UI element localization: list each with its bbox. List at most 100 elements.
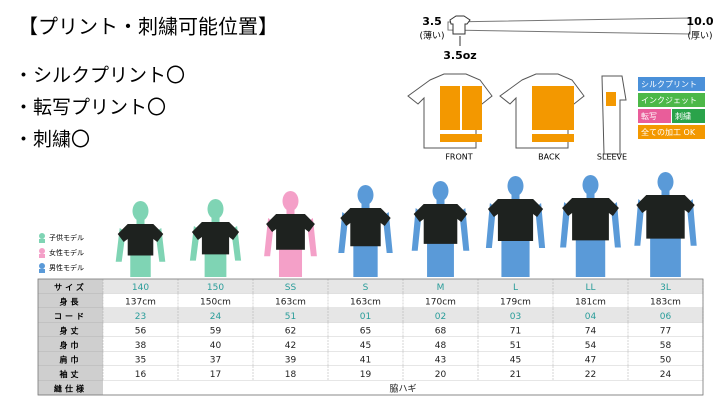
row-label: コード [54,312,87,321]
model-neck [661,190,670,196]
cell: 22 [585,370,596,380]
label-cell [38,279,103,294]
model-legs [575,238,606,277]
cell: 17 [210,370,221,380]
cell: 150cm [200,297,231,307]
cell: 16 [135,370,147,380]
cell: 20 [435,370,447,380]
cell: 140 [132,283,149,293]
legend-label: 刺繍 [675,111,691,121]
legend-box [638,125,705,139]
max-value: 10.0 [686,15,713,28]
cell: 02 [435,312,446,322]
model-head [132,201,149,221]
legend-icon [39,254,45,258]
legend-box [672,109,705,123]
legend-box [638,77,705,91]
title: 【プリント・刺繍可能位置】 [18,15,278,39]
model-head [357,185,374,205]
cell: 163cm [350,297,381,307]
cell: 03 [510,312,521,322]
model-legs [427,241,454,277]
cell: SS [285,283,297,293]
cell: 37 [210,355,221,365]
view-label: BACK [538,153,560,162]
cell: 脇ハギ [389,383,416,394]
row-bg [38,279,703,294]
cell: 170cm [425,297,456,307]
print-method: ・シルクプリント〇 [14,65,185,87]
legend-label: 子供モデル [49,233,84,242]
row-bg [38,293,703,308]
model-head [657,172,674,192]
print-method: ・刺繍〇 [14,129,90,151]
model-legs [501,239,530,277]
label-cell [38,337,103,352]
cell: 58 [660,341,672,351]
cell: 43 [435,355,446,365]
cell: 181cm [575,297,606,307]
model-shirt [340,208,391,247]
legend-box [638,93,705,107]
shirt-diagrams [407,73,627,155]
cell: 77 [660,326,671,336]
thickness-scale [447,15,691,46]
model-shirt [487,199,544,241]
label-cell [38,380,103,395]
cell: 21 [510,370,521,380]
legend-label: 全ての加工 OK [641,127,696,137]
cell: 48 [435,341,447,351]
cell: S [363,283,369,293]
model-neck [211,217,220,223]
cell: 23 [135,312,146,322]
row-bg [38,380,703,395]
cell: 40 [210,341,222,351]
row-bg [38,337,703,352]
cell: 38 [135,341,147,351]
legend-label: 転写 [641,112,657,121]
row-bg [38,322,703,337]
cell: 04 [585,312,597,322]
legend-label: シルクプリント [641,80,697,89]
view-label: SLEEVE [597,153,627,162]
model-head [282,191,299,211]
table-border [37,278,704,396]
cell: M [437,283,445,293]
label-cell [38,308,103,323]
cell: 71 [510,326,521,336]
print-method: ・転写プリント〇 [14,97,166,119]
row-bg [38,366,703,381]
legend-icon [39,269,45,273]
cell: 54 [585,341,597,351]
model-shirt [191,222,240,255]
label-cell [38,366,103,381]
model-neck [586,193,595,199]
legend-icon [39,248,45,254]
label-cell [38,351,103,366]
model-neck [511,194,520,200]
view-label: FRONT [445,153,472,162]
model-legs [204,252,227,277]
legend-label: インクジェット [641,96,697,105]
row-bg [38,308,703,323]
model-head [207,199,224,219]
cell: 183cm [650,297,681,307]
cell: 59 [210,326,222,336]
model-shirt [636,195,695,239]
cell: 45 [360,341,371,351]
model-head [507,176,524,196]
cell: 50 [660,355,672,365]
model-legs [130,253,151,277]
current-weight: 3.5oz [443,49,476,62]
row-label: 袖丈 [59,369,82,379]
model-neck [286,209,295,215]
cell: LL [585,283,595,293]
cell: 47 [585,355,596,365]
model-shirt [266,214,315,250]
model-shirt [562,198,619,241]
row-bg [38,351,703,366]
cell: 42 [285,341,296,351]
model-head [432,181,449,201]
min-value: 3.5 [422,15,442,28]
cell: 35 [135,355,146,365]
